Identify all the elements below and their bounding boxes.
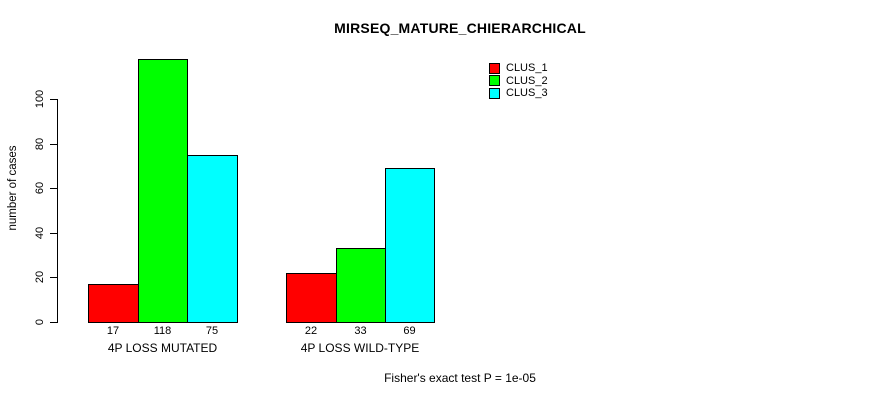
legend-row: CLUS_1 — [489, 62, 548, 75]
bar-clus_2-group1 — [138, 59, 188, 323]
legend-label: CLUS_1 — [506, 62, 548, 75]
y-axis-tick — [50, 99, 57, 100]
bar-clus_2-group2 — [336, 248, 386, 323]
y-tick-label-0: 0 — [34, 318, 46, 326]
y-tick-label-20: 20 — [34, 270, 46, 284]
legend-row: CLUS_3 — [489, 87, 548, 100]
y-axis-tick — [50, 233, 57, 234]
group-label: 4P LOSS MUTATED — [107, 341, 218, 355]
y-axis-tick — [50, 188, 57, 189]
bar-clus_3-group2 — [385, 168, 435, 323]
legend-swatch-clus_1 — [489, 62, 500, 74]
y-tick-label-80: 80 — [34, 137, 46, 151]
legend-label: CLUS_2 — [506, 74, 548, 87]
y-tick-label-60: 60 — [34, 181, 46, 195]
chart-title: MIRSEQ_MATURE_CHIERARCHICAL — [334, 20, 586, 36]
legend-label: CLUS_3 — [506, 87, 548, 100]
y-axis-label: number of cases — [7, 145, 19, 231]
y-axis-tick — [50, 144, 57, 145]
bar-clus_1-group1 — [88, 284, 139, 323]
y-tick-label-100: 100 — [34, 89, 46, 109]
legend-row: CLUS_2 — [489, 75, 548, 88]
annotation-text: Fisher's exact test P = 1e-05 — [384, 371, 536, 385]
bar-value-label: 17 — [106, 325, 120, 337]
bar-value-label: 69 — [403, 325, 416, 337]
legend-swatch-clus_2 — [489, 75, 500, 87]
y-axis-line — [57, 99, 58, 323]
bar-clus_3-group1 — [187, 155, 238, 323]
bar-value-label: 118 — [153, 325, 172, 337]
group-label: 4P LOSS WILD-TYPE — [300, 341, 420, 355]
y-axis-tick — [50, 322, 57, 323]
legend: CLUS_1 CLUS_2 CLUS_3 — [489, 62, 548, 100]
y-tick-label-40: 40 — [34, 226, 46, 240]
bar-value-label: 33 — [354, 325, 367, 337]
bar-value-label: 75 — [205, 325, 219, 337]
legend-swatch-clus_3 — [489, 87, 500, 99]
y-axis-tick — [50, 277, 57, 278]
bar-clus_1-group2 — [286, 273, 337, 323]
bar-value-label: 22 — [304, 325, 318, 337]
